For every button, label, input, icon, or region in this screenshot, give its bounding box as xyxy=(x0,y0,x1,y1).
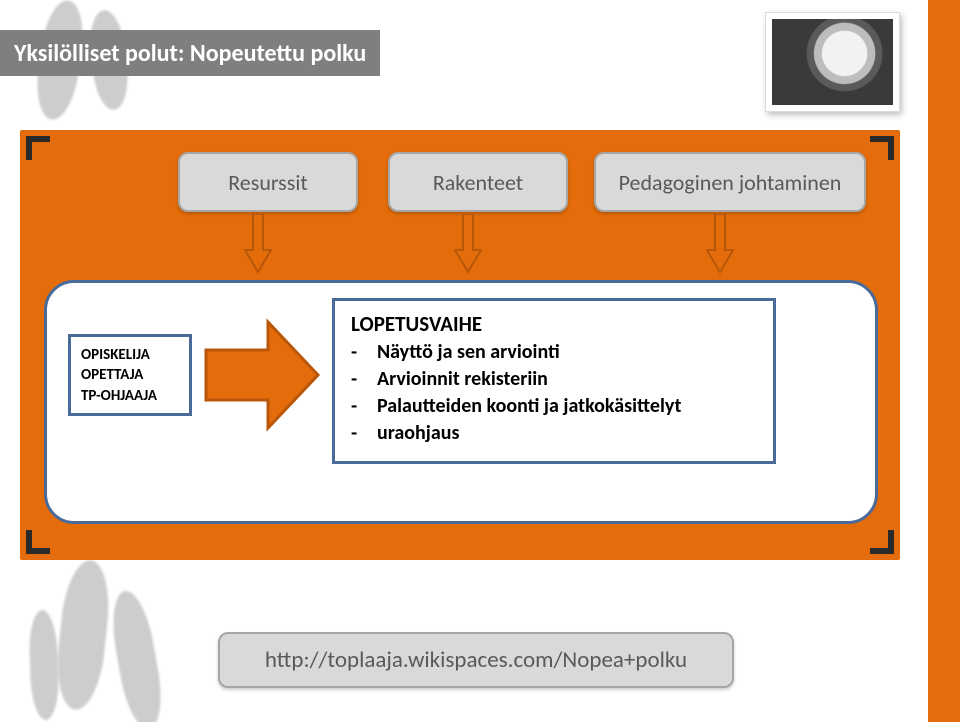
down-arrow-icon xyxy=(706,214,734,258)
page-title: Yksilölliset polut: Nopeutettu polku xyxy=(0,30,380,76)
bg-smudge xyxy=(52,558,113,712)
pill-pedagoginen: Pedagoginen johtaminen xyxy=(594,152,866,212)
phase-list: -Näyttö ja sen arviointi -Arvioinnit rek… xyxy=(351,339,757,447)
phase-title: LOPETUSVAIHE xyxy=(351,311,757,337)
corner-bracket xyxy=(26,524,56,554)
url-box: http://toplaaja.wikispaces.com/Nopea+pol… xyxy=(218,632,734,688)
phase-item: -Arvioinnit rekisteriin xyxy=(351,366,757,393)
role-label: OPISKELIJA xyxy=(81,345,179,365)
pill-label: Pedagoginen johtaminen xyxy=(619,169,842,196)
pill-rakenteet: Rakenteet xyxy=(388,152,568,212)
pill-label: Resurssit xyxy=(228,169,308,196)
decorative-photo xyxy=(765,12,900,112)
bg-smudge xyxy=(106,588,168,722)
right-arrow-icon xyxy=(204,316,322,434)
role-label: TP-OHJAAJA xyxy=(81,386,179,406)
right-sidebar-bar xyxy=(928,0,960,722)
pill-resurssit: Resurssit xyxy=(178,152,358,212)
bg-smudge xyxy=(28,610,60,721)
pill-label: Rakenteet xyxy=(433,169,523,196)
page-title-text: Yksilölliset polut: Nopeutettu polku xyxy=(14,39,366,68)
roles-box: OPISKELIJA OPETTAJA TP-OHJAAJA xyxy=(68,334,192,416)
corner-bracket xyxy=(864,136,894,166)
phase-item: -uraohjaus xyxy=(351,420,757,447)
phase-item: -Näyttö ja sen arviointi xyxy=(351,339,757,366)
photo-image xyxy=(772,19,893,105)
role-label: OPETTAJA xyxy=(81,365,179,385)
down-arrow-icon xyxy=(454,214,482,258)
corner-bracket xyxy=(864,524,894,554)
down-arrow-icon xyxy=(244,214,272,258)
url-text: http://toplaaja.wikispaces.com/Nopea+pol… xyxy=(265,646,687,674)
phase-box: LOPETUSVAIHE -Näyttö ja sen arviointi -A… xyxy=(332,298,776,464)
corner-bracket xyxy=(26,136,56,166)
phase-item: -Palautteiden koonti ja jatkokäsittelyt xyxy=(351,393,757,420)
